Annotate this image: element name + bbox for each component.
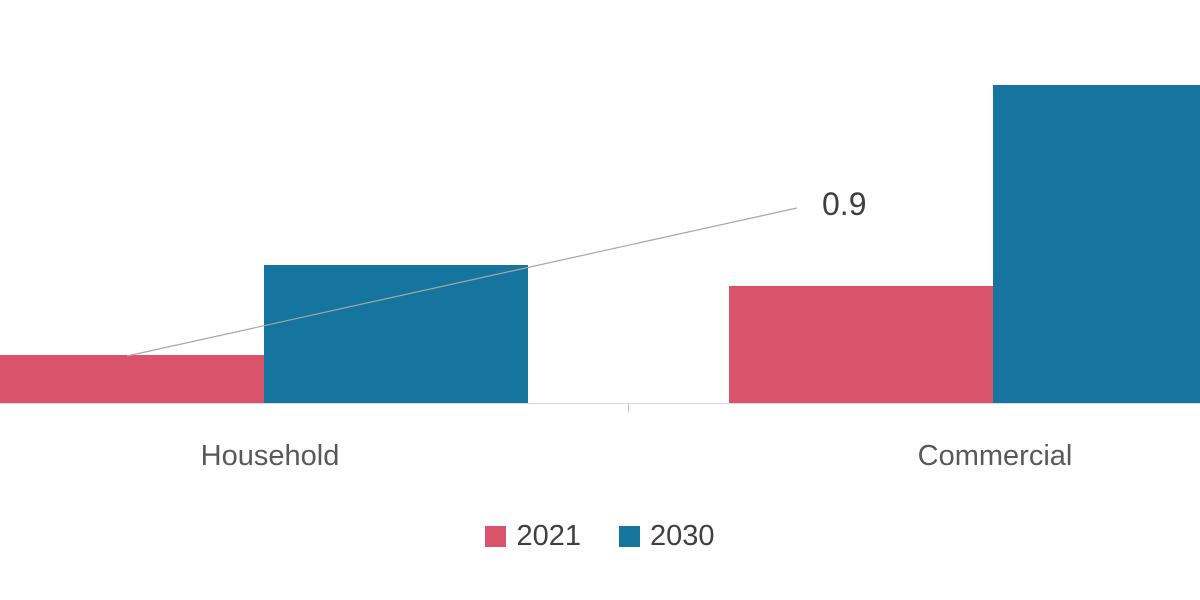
legend-swatch-2021 xyxy=(485,526,507,547)
legend-item-2021: 2021 xyxy=(485,520,581,553)
category-label-household: Household xyxy=(200,440,340,472)
legend-label-2021: 2021 xyxy=(516,520,581,552)
annotation-value: 0.9 xyxy=(822,186,867,222)
bar-commercial-2030 xyxy=(993,85,1200,403)
bar-household-2021 xyxy=(0,355,264,403)
legend: 2021 2030 xyxy=(0,520,1200,553)
bar-household-2030 xyxy=(264,265,528,403)
legend-swatch-2030 xyxy=(619,526,640,547)
legend-item-2030: 2030 xyxy=(619,520,715,553)
x-axis-tick xyxy=(628,404,629,412)
category-label-commercial: Commercial xyxy=(917,440,1073,472)
legend-label-2030: 2030 xyxy=(650,520,715,552)
x-axis-line xyxy=(0,403,1200,404)
bar-commercial-2021 xyxy=(729,286,993,403)
plot-area xyxy=(0,85,1200,403)
